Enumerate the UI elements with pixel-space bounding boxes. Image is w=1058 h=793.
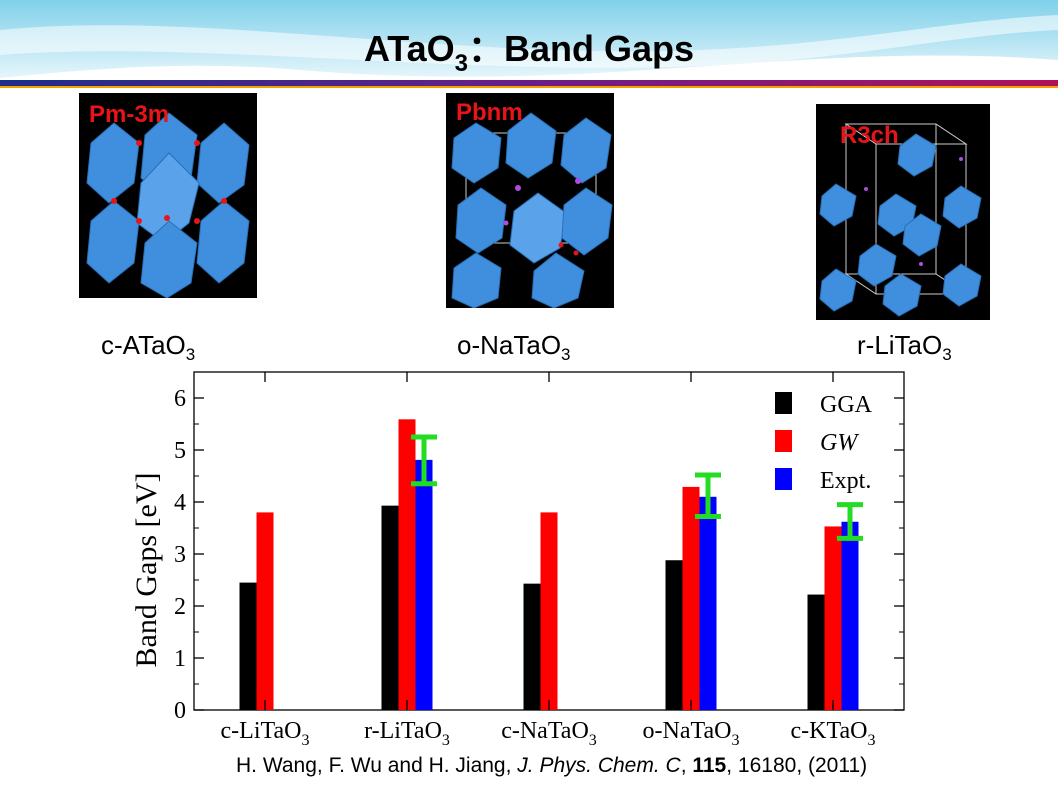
y-tick-label: 3 (174, 542, 186, 568)
crystal-image-orthorhombic: Pbnm (446, 93, 614, 308)
y-tick-label: 4 (174, 490, 186, 516)
legend-label: Expt. (820, 468, 871, 494)
x-tick-label: c-LiTaO3 (221, 718, 310, 749)
bar-gw (256, 512, 274, 710)
x-tick-label: c-KTaO3 (791, 718, 876, 749)
legend-label: GW (820, 430, 859, 456)
header-background (0, 0, 1058, 88)
x-tick-label: r-LiTaO3 (364, 718, 450, 749)
octahedra-illustration (86, 112, 250, 298)
x-tick-label: o-NaTaO3 (643, 718, 740, 749)
citation: H. Wang, F. Wu and H. Jiang, J. Phys. Ch… (236, 754, 868, 777)
bar-gga (665, 560, 683, 710)
bar-gga (807, 594, 825, 710)
space-group-label: Pbnm (456, 99, 523, 126)
space-group-label: R3ch (840, 122, 899, 149)
y-tick-label: 6 (174, 386, 186, 412)
bar-expt (415, 459, 433, 710)
bar-gw (398, 419, 416, 710)
y-tick-label: 2 (174, 594, 186, 620)
y-tick-label: 1 (174, 646, 186, 672)
legend-swatch (775, 392, 792, 414)
structure-label-cubic: c-ATaO3 (101, 330, 196, 364)
bar-gw (682, 486, 700, 710)
structure-label-orthorhombic: o-NaTaO3 (457, 330, 571, 364)
x-tick-label: c-NaTaO3 (501, 718, 597, 749)
y-axis-label: Band Gaps [eV] (130, 473, 163, 668)
legend-label: GGA (820, 392, 873, 418)
bar-gga (523, 583, 541, 710)
bar-gw (824, 526, 842, 710)
bar-expt (699, 496, 717, 710)
octahedra-illustration (451, 112, 613, 308)
slide-title: ATaO3：Band Gaps (363, 28, 695, 77)
bar-gga (239, 582, 257, 710)
space-group-label: Pm-3m (89, 101, 170, 128)
bar-gga (381, 505, 399, 710)
crystal-image-rhombohedral: R3ch (816, 104, 990, 320)
bar-expt (841, 521, 859, 710)
y-tick-label: 5 (174, 438, 186, 464)
crystal-image-cubic: Pm-3m (79, 93, 257, 298)
band-gap-chart: Band Gaps [eV] 0 1 2 3 4 5 6 c-LiTaO3 r-LiTaO3 c… (130, 371, 905, 749)
y-tick-label: 0 (174, 698, 186, 724)
bar-gw (540, 512, 558, 710)
structure-label-rhombohedral: r-LiTaO3 (857, 330, 952, 364)
octahedra-illustration (819, 123, 982, 317)
legend-swatch (775, 468, 792, 490)
legend-swatch (775, 430, 792, 452)
